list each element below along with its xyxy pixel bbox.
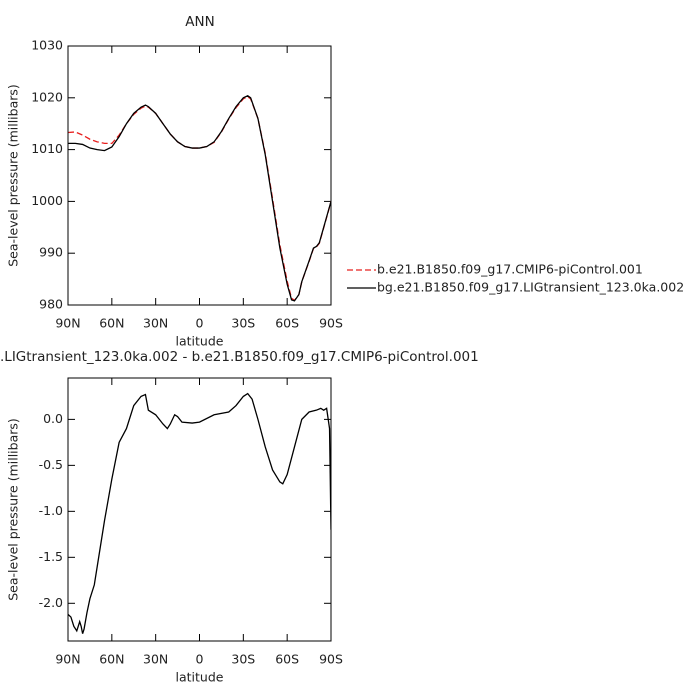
plot-area (68, 392, 331, 634)
y-tick-label: 980 (39, 297, 63, 312)
y-tick-label: -1.0 (39, 503, 63, 518)
plot-area (68, 94, 331, 302)
y-tick-label: 990 (39, 245, 63, 260)
data-line (68, 94, 331, 302)
legend-label: b.e21.B1850.f09_g17.CMIP6-piControl.001 (377, 262, 643, 277)
x-tick-label: 90N (55, 652, 80, 667)
x-tick-label: 60N (99, 316, 124, 331)
y-tick-label: -1.5 (39, 549, 63, 564)
y-tick-label: 1020 (31, 89, 63, 104)
y-axis-label: Sea-level pressure (millibars) (6, 418, 21, 601)
x-tick-label: 90S (319, 652, 343, 667)
x-tick-label: 0 (196, 652, 204, 667)
y-tick-label: 0.0 (43, 411, 63, 426)
x-tick-label: 30N (143, 652, 168, 667)
x-tick-label: 30N (143, 316, 168, 331)
x-tick-label: 90N (55, 316, 80, 331)
data-line (68, 96, 331, 302)
y-tick-label: 1030 (31, 38, 63, 53)
x-tick-label: 60S (275, 316, 299, 331)
chart-title: ANN (185, 14, 214, 30)
plot-frame (67, 45, 332, 306)
y-tick-label: 1010 (31, 141, 63, 156)
chart-title: .LIGtransient_123.0ka.002 - b.e21.B1850.… (0, 349, 479, 365)
x-tick-label: 30S (231, 652, 255, 667)
y-tick-label: -2.0 (39, 595, 63, 610)
x-tick-label: 0 (196, 316, 204, 331)
plot-frame (67, 377, 332, 642)
y-axis-label: Sea-level pressure (millibars) (6, 84, 21, 267)
x-axis-label: latitude (176, 670, 224, 685)
legend-label: bg.e21.B1850.f09_g17.LIGtransient_123.0k… (377, 280, 684, 295)
y-tick-label: 1000 (31, 193, 63, 208)
x-axis-label: latitude (176, 334, 224, 349)
y-tick-label: -0.5 (39, 457, 63, 472)
x-tick-label: 30S (231, 316, 255, 331)
data-line (68, 392, 331, 634)
x-tick-label: 90S (319, 316, 343, 331)
x-tick-label: 60N (99, 652, 124, 667)
x-tick-label: 60S (275, 652, 299, 667)
